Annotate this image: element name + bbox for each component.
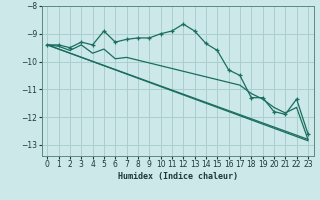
X-axis label: Humidex (Indice chaleur): Humidex (Indice chaleur) <box>118 172 237 181</box>
